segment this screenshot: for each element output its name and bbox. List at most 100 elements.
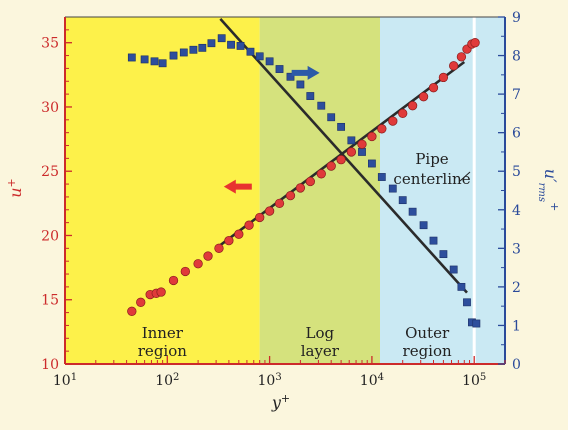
rms-point: [368, 159, 376, 168]
region-band-3: [380, 17, 505, 364]
right-tick-label: 1: [512, 318, 521, 334]
left-axis-title: u+: [5, 178, 26, 198]
left-arrow: [223, 179, 252, 194]
rms-point: [227, 40, 235, 49]
rms-point: [198, 43, 207, 52]
right-tick-label: 9: [512, 10, 521, 26]
rms-point: [207, 39, 216, 48]
mean-point: [357, 139, 367, 149]
rms-point: [463, 298, 471, 307]
right-tick-label: 3: [512, 241, 521, 257]
mean-point: [234, 229, 244, 239]
x-tick-label: 102: [155, 372, 179, 390]
rms-point: [217, 34, 226, 43]
mean-point: [255, 212, 265, 223]
mean-point: [346, 147, 357, 157]
mean-point: [367, 131, 377, 142]
mean-point: [203, 251, 213, 261]
rms-point: [472, 319, 481, 328]
right-tick-label: 7: [512, 87, 521, 103]
x-tick-label: 105: [462, 372, 486, 390]
x-tick-label: 103: [258, 372, 282, 390]
rms-point: [189, 45, 198, 54]
rms-point: [265, 57, 274, 66]
rms-point: [337, 122, 346, 131]
right-tick-label: 4: [512, 203, 521, 219]
mean-point: [449, 61, 459, 71]
mean-point: [264, 206, 275, 216]
rms-point: [388, 184, 397, 193]
mean-point: [470, 38, 480, 48]
mean-point: [224, 235, 234, 246]
rms-point: [449, 265, 458, 274]
rms-point: [419, 221, 428, 230]
left-tick-label: 10: [41, 357, 59, 373]
rms-point: [429, 236, 438, 245]
mean-point: [285, 190, 296, 201]
rms-point: [439, 250, 448, 259]
mean-point: [156, 287, 166, 297]
rms-point: [255, 52, 264, 61]
rms-point: [327, 113, 336, 122]
mean-point: [316, 169, 326, 179]
region-label-2-line-1: Log: [306, 324, 335, 342]
centerline-leader-line: [459, 171, 471, 182]
rms-point: [158, 59, 167, 68]
centerline-annotation: Pipe centerline: [393, 150, 470, 188]
rms-point: [377, 173, 386, 181]
mean-point: [326, 161, 336, 171]
centerline-label-line-2: centerline: [393, 170, 470, 188]
mean-velocity-series: [127, 38, 480, 316]
mean-point: [407, 101, 418, 111]
x-tick-label: 104: [360, 372, 384, 390]
mean-point: [428, 83, 439, 93]
right-tick-label: 5: [512, 164, 521, 180]
left-tick-label: 35: [41, 36, 59, 52]
rms-point: [408, 207, 417, 216]
rms-point: [140, 55, 149, 64]
x-axis-title: y+: [271, 392, 290, 413]
rms-point: [179, 48, 188, 57]
centerline-label-line-1: Pipe: [415, 150, 448, 168]
plot-axes: 101 102 103 104 105 10 15 20 25 30 35 0 1 2 3 4 5 6 7 8 9: [41, 10, 521, 389]
left-tick-label: 30: [41, 100, 59, 116]
axis-indicator-arrows: [223, 65, 320, 194]
left-tick-label: 20: [41, 228, 59, 244]
mean-point: [274, 198, 285, 209]
mean-point: [295, 183, 306, 193]
right-arrow: [291, 65, 320, 80]
mean-point: [418, 92, 429, 102]
rms-point: [127, 53, 136, 62]
region-band-2: [259, 17, 381, 364]
right-axis-title: u′rms+: [537, 169, 562, 212]
right-tick-label: 6: [512, 126, 521, 142]
right-tick-label: 0: [512, 357, 521, 373]
rms-point: [286, 72, 295, 81]
rms-point: [358, 148, 366, 156]
mean-point: [193, 259, 203, 269]
rms-point: [169, 51, 178, 60]
rms-point: [150, 57, 159, 66]
mean-point: [377, 124, 387, 134]
rms-point: [317, 101, 326, 110]
rms-point: [347, 136, 356, 145]
rms-point: [398, 196, 407, 205]
region-label-1-line-1: Inner: [142, 324, 184, 342]
mean-point: [456, 52, 467, 62]
right-tick-label: 2: [512, 280, 521, 296]
mean-point: [168, 275, 179, 286]
mean-point: [214, 243, 224, 253]
mean-point: [244, 220, 254, 230]
mean-point: [180, 266, 190, 277]
region-label-1-line-2: region: [138, 342, 187, 360]
rms-point: [306, 92, 315, 100]
mean-point: [398, 108, 408, 119]
region-backgrounds: [65, 17, 505, 364]
mean-point: [336, 155, 346, 165]
right-tick-label: 8: [512, 49, 521, 65]
rms-point: [457, 282, 466, 291]
left-tick-label: 25: [41, 164, 59, 180]
region-band-1: [65, 17, 260, 364]
mean-point: [388, 116, 398, 126]
